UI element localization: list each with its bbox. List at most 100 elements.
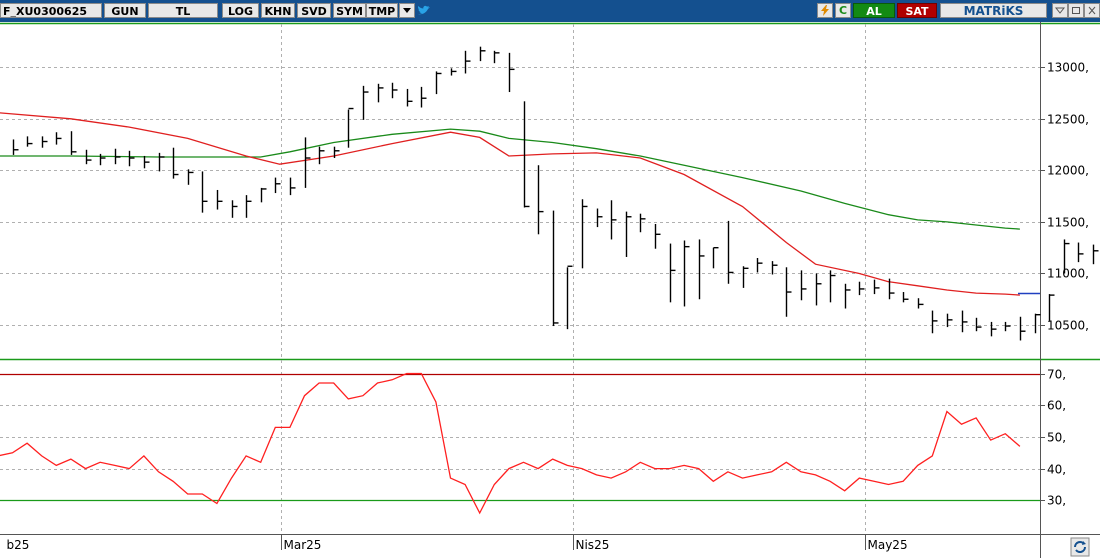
ohlc-bar: [114, 148, 121, 165]
dropdown-icon[interactable]: [399, 3, 415, 18]
ohlc-bar: [581, 199, 588, 269]
price-chart[interactable]: 13000, 12500, 12000, 11500, 11000, 10500, 70,…: [0, 22, 1100, 558]
ohlc-bar: [318, 146, 325, 165]
ohlc-bar: [1004, 321, 1011, 332]
ohlc-bar: [712, 246, 719, 269]
ohlc-bar: [946, 313, 953, 328]
symbol-selector[interactable]: F_XU0300625: [0, 3, 102, 18]
rsi-tick-label: 70,: [1047, 368, 1066, 382]
currency-button[interactable]: TL: [148, 3, 218, 18]
ohlc-bar: [610, 200, 617, 240]
ohlc-bar: [888, 278, 895, 300]
buy-button[interactable]: AL: [853, 3, 895, 18]
minimize-icon[interactable]: [1052, 3, 1068, 18]
ohlc-bar: [1019, 316, 1026, 341]
ohlc-bar: [128, 150, 135, 167]
ohlc-bar: [1063, 239, 1070, 274]
ohlc-bar: [99, 153, 106, 166]
ohlc-bar: [333, 146, 340, 159]
ohlc-bar: [537, 165, 544, 235]
ohlc-bar: [55, 132, 62, 145]
ohlc-bar: [698, 239, 705, 300]
restore-icon[interactable]: [1068, 3, 1084, 18]
ohlc-bar: [975, 317, 982, 332]
date-tick-label: b25: [7, 538, 30, 552]
ohlc-bar: [639, 213, 646, 233]
price-tick-label: 12000,: [1047, 164, 1089, 178]
close-icon[interactable]: [1084, 3, 1100, 18]
rsi-tick-label: 40,: [1047, 463, 1066, 477]
ohlc-bar: [493, 50, 500, 64]
ohlc-bar: [201, 171, 208, 213]
ohlc-bar: [742, 266, 749, 288]
ohlc-bar: [771, 261, 778, 275]
ohlc-bar: [187, 169, 194, 185]
ohlc-bar: [245, 195, 252, 218]
twitter-icon[interactable]: [416, 3, 432, 18]
period-button[interactable]: GUN: [104, 3, 146, 18]
ohlc-bar: [420, 86, 427, 108]
ohlc-bar: [12, 139, 19, 155]
ohlc-bar: [844, 283, 851, 309]
tmp-button[interactable]: TMP: [366, 3, 398, 18]
ohlc-bar: [1077, 242, 1084, 263]
ohlc-bar: [391, 82, 398, 99]
ohlc-bar: [304, 137, 311, 188]
price-axis: 13000, 12500, 12000, 11500, 11000, 10500,: [1018, 61, 1089, 333]
ohlc-bar: [274, 177, 281, 194]
khn-button[interactable]: KHN: [261, 3, 295, 18]
ohlc-bar: [990, 321, 997, 337]
ohlc-bar: [785, 267, 792, 317]
ohlc-bar: [508, 52, 515, 93]
ohlc-bar: [756, 258, 763, 273]
grid-lines: [0, 22, 1100, 558]
lightning-icon[interactable]: [817, 3, 833, 18]
ohlc-bar: [727, 220, 734, 284]
svd-button[interactable]: SVD: [297, 3, 331, 18]
ohlc-bar: [858, 281, 865, 296]
ohlc-bar: [596, 208, 603, 228]
price-tick-label: 13000,: [1047, 61, 1089, 75]
sell-button[interactable]: SAT: [897, 3, 937, 18]
date-tick-label: Mar25: [284, 538, 322, 552]
ohlc-bar: [362, 85, 369, 120]
refresh-icon[interactable]: [1070, 537, 1090, 557]
ohlc-bar: [231, 200, 238, 218]
ohlc-bar: [873, 279, 880, 295]
rsi-tick-label: 30,: [1047, 494, 1066, 508]
ohlc-bars: [12, 46, 1099, 341]
ohlc-bar: [902, 292, 909, 303]
ohlc-bar: [406, 88, 413, 107]
ohlc-bar: [435, 71, 442, 95]
ohlc-bar: [931, 310, 938, 334]
ma-short-line: [0, 112, 1020, 296]
chart-background: [0, 22, 1100, 558]
rsi-panel: 70, 60, 50, 40, 30,: [0, 368, 1066, 515]
log-button[interactable]: LOG: [222, 3, 259, 18]
ohlc-bar: [26, 136, 33, 147]
ohlc-bar: [347, 107, 354, 148]
c-icon[interactable]: C: [835, 3, 851, 18]
price-tick-label: 10500,: [1047, 319, 1089, 333]
ohlc-bar: [566, 265, 573, 330]
ohlc-bar: [829, 270, 836, 303]
ohlc-bar: [70, 131, 77, 155]
ohlc-bar: [479, 46, 486, 62]
ohlc-bar: [216, 189, 223, 210]
ohlc-bar: [654, 223, 661, 249]
ohlc-bar: [289, 177, 296, 196]
brand-logo: MATRiKS: [940, 3, 1047, 18]
rsi-line: [0, 372, 1021, 515]
ohlc-bar: [172, 147, 179, 179]
price-tick-label: 11500,: [1047, 216, 1089, 230]
ohlc-bar: [800, 270, 807, 301]
ohlc-bar: [1034, 313, 1041, 334]
ohlc-bar: [625, 211, 632, 257]
ohlc-bar: [464, 50, 471, 74]
ohlc-bar: [683, 240, 690, 307]
rsi-tick-label: 50,: [1047, 431, 1066, 445]
moving-averages: [0, 112, 1020, 296]
ohlc-bar: [1048, 294, 1055, 321]
sym-button[interactable]: SYM: [333, 3, 366, 18]
